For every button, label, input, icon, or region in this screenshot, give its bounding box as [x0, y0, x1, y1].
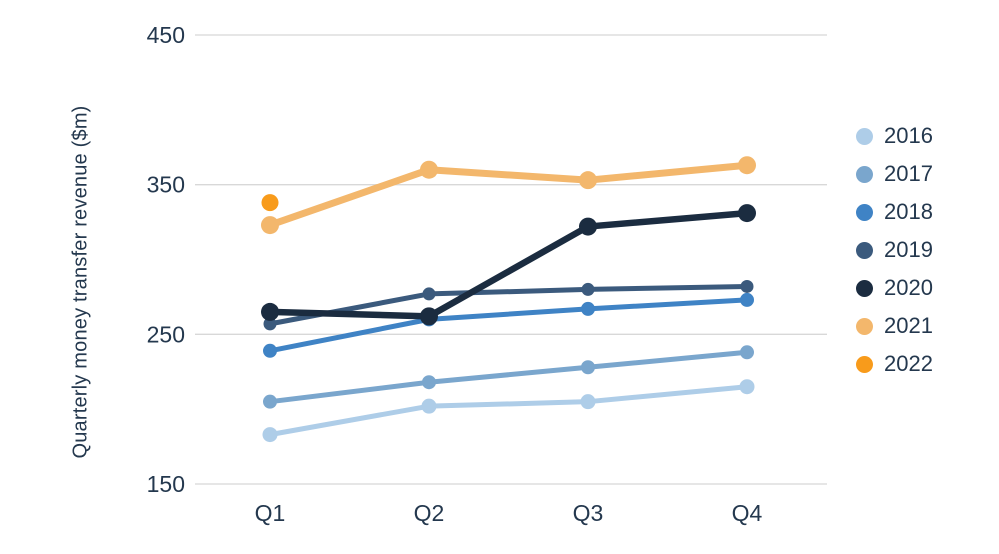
data-point-2017 — [581, 360, 595, 375]
data-point-2017 — [422, 375, 436, 390]
data-point-2016 — [421, 398, 437, 414]
series-line-2018 — [267, 297, 750, 354]
data-point-2021 — [579, 171, 597, 190]
data-point-2019 — [740, 279, 754, 293]
legend-swatch-2016 — [856, 127, 873, 145]
legend-item-2020: 2020 — [856, 269, 933, 307]
y-tick-label: 350 — [147, 172, 185, 198]
y-tick-label: 450 — [147, 22, 185, 48]
data-point-2019 — [581, 282, 595, 296]
series-line-2020 — [266, 209, 751, 320]
data-point-2021 — [261, 216, 279, 235]
legend-swatch-2017 — [856, 165, 873, 183]
x-tick-label: Q2 — [414, 500, 445, 526]
legend-item-2017: 2017 — [856, 155, 933, 193]
data-point-2020 — [420, 307, 438, 326]
legend-swatch-2018 — [856, 203, 873, 221]
series-line-2021 — [266, 161, 751, 229]
legend-item-2018: 2018 — [856, 193, 933, 231]
legend-label-2022: 2022 — [884, 351, 933, 376]
data-point-2018 — [740, 292, 754, 307]
data-point-2016 — [580, 394, 596, 410]
y-tick-label: 150 — [147, 471, 185, 497]
data-point-2021 — [420, 160, 438, 179]
data-point-2018 — [263, 343, 277, 358]
y-axis-title: Quarterly money transfer revenue ($m) — [69, 105, 92, 459]
series-line-2016 — [267, 384, 750, 438]
data-point-2020 — [738, 204, 756, 223]
x-tick-label: Q1 — [255, 500, 286, 526]
legend-label-2021: 2021 — [884, 313, 933, 338]
legend-item-2016: 2016 — [856, 117, 933, 155]
data-point-2018 — [581, 301, 595, 316]
y-tick-label: 250 — [147, 321, 185, 347]
legend-swatch-2020 — [856, 279, 873, 297]
x-tick-label: Q4 — [732, 500, 763, 526]
data-point-2021 — [738, 156, 756, 175]
data-point-2020 — [261, 302, 279, 321]
legend-swatch-2021 — [856, 317, 873, 335]
legend-item-2019: 2019 — [856, 231, 933, 269]
data-point-2022 — [261, 194, 279, 212]
x-tick-label: Q3 — [573, 500, 604, 526]
legend-swatch-2019 — [856, 241, 873, 259]
legend-label-2017: 2017 — [884, 161, 933, 186]
legend-label-2016: 2016 — [884, 123, 933, 148]
legend-item-2021: 2021 — [856, 307, 933, 345]
legend-label-2020: 2020 — [884, 275, 933, 300]
legend-item-2022: 2022 — [856, 345, 933, 383]
data-point-2020 — [579, 217, 597, 236]
legend: 2016 2017 2018 2019 2020 2021 2022 — [856, 117, 933, 383]
data-point-2017 — [740, 345, 754, 360]
series-line-2019 — [267, 283, 750, 327]
legend-label-2018: 2018 — [884, 199, 933, 224]
data-point-2016 — [739, 379, 755, 395]
legend-label-2019: 2019 — [884, 237, 933, 262]
series-line-2017 — [267, 349, 750, 405]
data-point-2019 — [422, 287, 436, 301]
data-point-2016 — [262, 427, 278, 443]
legend-swatch-2022 — [856, 355, 873, 373]
data-point-2017 — [263, 394, 277, 409]
data-point-2019 — [263, 317, 277, 331]
